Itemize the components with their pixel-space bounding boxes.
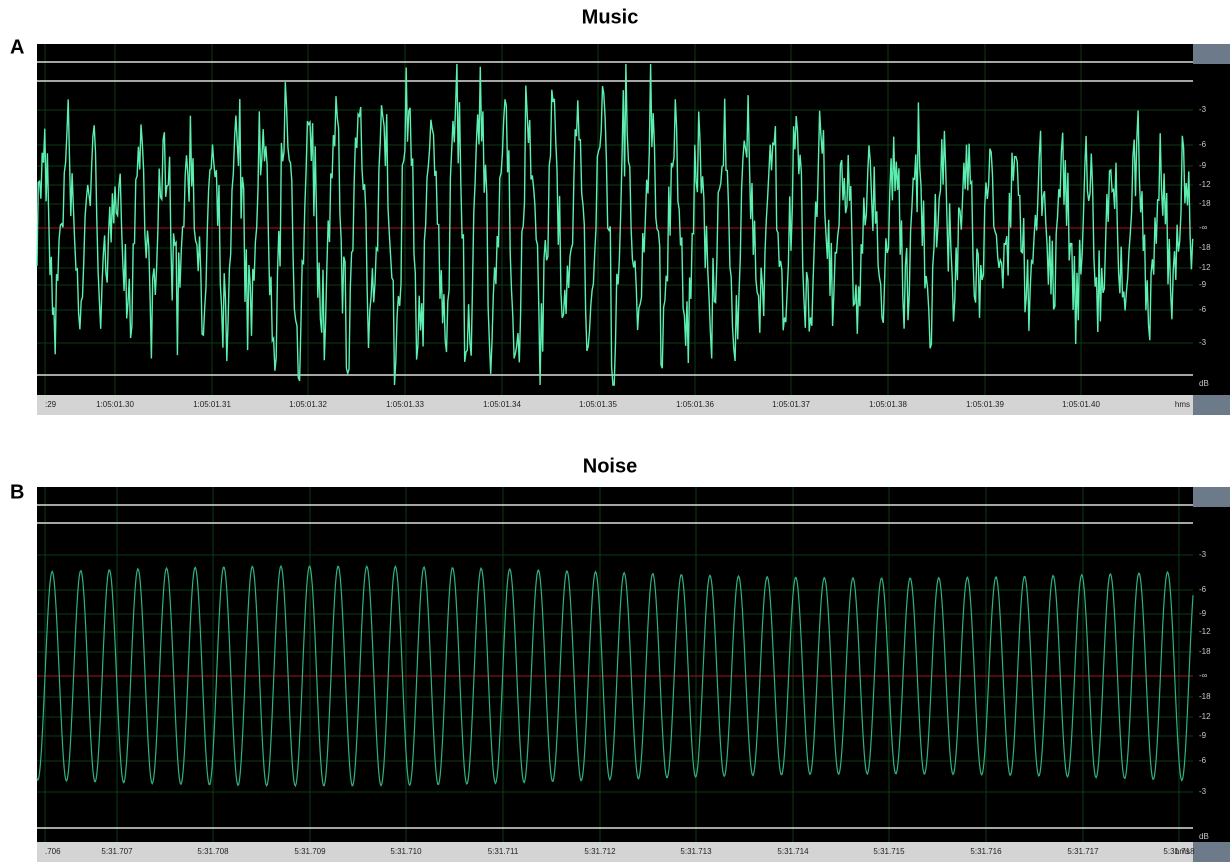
time-ruler xyxy=(37,842,1230,862)
db-label: -9 xyxy=(1199,280,1207,289)
db-unit: dB xyxy=(1199,379,1209,388)
time-label: 1:05:01.32 xyxy=(289,400,327,409)
time-label: 5:31.711 xyxy=(488,847,519,856)
scale-strip xyxy=(1193,487,1230,842)
db-label: -6 xyxy=(1199,140,1207,149)
panel-title: Noise xyxy=(583,455,637,477)
scale-head xyxy=(1193,44,1230,64)
db-label: -18 xyxy=(1199,647,1211,656)
waveform xyxy=(36,63,1194,386)
time-label: 1:05:01.36 xyxy=(676,400,714,409)
time-ruler xyxy=(37,395,1230,415)
time-label: :29 xyxy=(45,400,57,409)
time-label: 5:31.710 xyxy=(390,847,422,856)
db-label: -18 xyxy=(1199,692,1211,701)
panel-letter: B xyxy=(10,481,24,503)
db-label: -3 xyxy=(1199,787,1207,796)
time-label: 5:31.713 xyxy=(680,847,712,856)
time-label: 1:05:01.40 xyxy=(1062,400,1100,409)
db-label: -18 xyxy=(1199,199,1211,208)
db-label: -∞ xyxy=(1199,223,1208,232)
time-label: 1:05:01.37 xyxy=(772,400,810,409)
time-label: 5:31.716 xyxy=(970,847,1002,856)
db-label: -3 xyxy=(1199,338,1207,347)
time-label: 1:05:01.34 xyxy=(483,400,521,409)
waveform-area xyxy=(37,487,1193,842)
db-label: -12 xyxy=(1199,712,1211,721)
scale-strip xyxy=(1193,44,1230,395)
ruler-end xyxy=(1193,842,1230,862)
ruler-end xyxy=(1193,395,1230,415)
time-label: 1:05:01.35 xyxy=(579,400,617,409)
time-label: 5:31.709 xyxy=(294,847,326,856)
db-label: -3 xyxy=(1199,105,1207,114)
db-label: -∞ xyxy=(1199,671,1208,680)
db-label: -12 xyxy=(1199,180,1211,189)
time-unit: hms xyxy=(1175,847,1190,856)
time-label: 5:31.714 xyxy=(777,847,809,856)
time-label: 5:31.717 xyxy=(1067,847,1099,856)
panel-title: Music xyxy=(582,6,639,28)
time-unit: hms xyxy=(1175,400,1190,409)
time-label: 5:31.718 xyxy=(1163,847,1195,856)
db-unit: dB xyxy=(1199,832,1209,841)
time-label: 1:05:01.38 xyxy=(869,400,907,409)
time-label: 1:05:01.30 xyxy=(96,400,134,409)
db-label: -9 xyxy=(1199,161,1207,170)
time-label: .706 xyxy=(45,847,61,856)
time-label: 5:31.708 xyxy=(197,847,229,856)
db-label: -18 xyxy=(1199,243,1211,252)
time-label: 5:31.712 xyxy=(584,847,616,856)
db-label: -12 xyxy=(1199,263,1211,272)
time-label: 1:05:01.39 xyxy=(966,400,1004,409)
db-label: -6 xyxy=(1199,585,1207,594)
db-label: -6 xyxy=(1199,305,1207,314)
db-label: -6 xyxy=(1199,756,1207,765)
db-label: -3 xyxy=(1199,550,1207,559)
time-label: 5:31.707 xyxy=(101,847,133,856)
db-label: -9 xyxy=(1199,609,1207,618)
waveform xyxy=(36,564,1194,788)
db-label: -9 xyxy=(1199,731,1207,740)
panel-letter: A xyxy=(10,36,24,58)
time-label: 1:05:01.33 xyxy=(386,400,424,409)
time-label: 5:31.715 xyxy=(873,847,905,856)
time-label: 1:05:01.31 xyxy=(193,400,231,409)
db-label: -12 xyxy=(1199,627,1211,636)
scale-head xyxy=(1193,487,1230,507)
